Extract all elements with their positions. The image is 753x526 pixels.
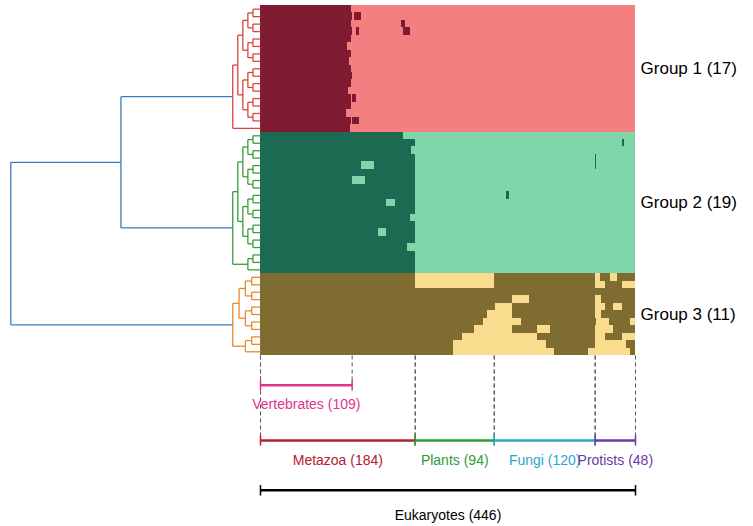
- svg-text:Metazoa (184): Metazoa (184): [293, 452, 383, 468]
- svg-text:Group 2 (19): Group 2 (19): [641, 193, 737, 212]
- svg-text:Fungi (120): Fungi (120): [509, 452, 581, 468]
- svg-text:Eukaryotes (446): Eukaryotes (446): [395, 507, 502, 523]
- svg-text:Group 3 (11): Group 3 (11): [641, 305, 736, 324]
- svg-text:Group 1 (17): Group 1 (17): [641, 59, 737, 78]
- svg-text:Protists (48): Protists (48): [578, 452, 653, 468]
- svg-text:Plants (94): Plants (94): [421, 452, 489, 468]
- svg-text:Vertebrates (109): Vertebrates (109): [252, 396, 360, 412]
